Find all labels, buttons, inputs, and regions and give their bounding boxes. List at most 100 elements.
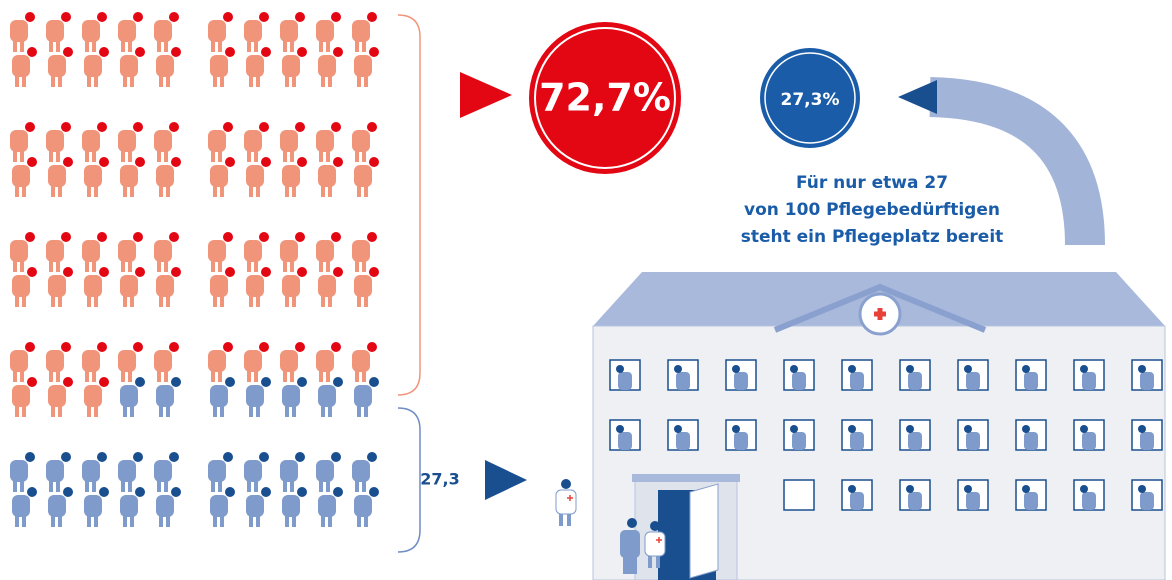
person (282, 487, 307, 527)
person (280, 12, 305, 52)
person-head (97, 452, 107, 462)
window-person (966, 372, 980, 390)
person-head (259, 12, 269, 22)
person-head (297, 47, 307, 57)
person-head (171, 377, 181, 387)
person (12, 377, 37, 417)
person (354, 487, 379, 527)
person (12, 157, 37, 197)
person-head (295, 342, 305, 352)
person-head (297, 487, 307, 497)
person-head (61, 232, 71, 242)
person-body (154, 240, 172, 262)
person-body (118, 460, 136, 482)
person-body (318, 495, 336, 517)
person-head (261, 377, 271, 387)
person (352, 342, 377, 382)
person (244, 232, 269, 272)
person-body (46, 20, 64, 42)
person (46, 452, 71, 492)
person-head (61, 342, 71, 352)
window-person (618, 432, 632, 450)
person-body (46, 350, 64, 372)
patient-body (620, 530, 640, 558)
person (282, 157, 307, 197)
person-head (333, 267, 343, 277)
person-head (99, 157, 109, 167)
window-person (734, 432, 748, 450)
person (156, 47, 181, 87)
person (82, 232, 107, 272)
person-body (120, 55, 138, 77)
person-body (316, 460, 334, 482)
caption-line: von 100 Pflegebedürftigen (744, 200, 1000, 220)
person-head (135, 267, 145, 277)
person (82, 452, 107, 492)
person-body (154, 20, 172, 42)
person-head (331, 232, 341, 242)
person (84, 47, 109, 87)
window-head (1138, 425, 1146, 433)
window-head (674, 425, 682, 433)
person-head (169, 232, 179, 242)
person-body (156, 275, 174, 297)
window-person (1082, 372, 1096, 390)
person-head (61, 122, 71, 132)
window-person (850, 372, 864, 390)
hospital (593, 272, 1165, 580)
window-person (618, 372, 632, 390)
person (280, 232, 305, 272)
person (316, 232, 341, 272)
person-body (48, 495, 66, 517)
person (208, 342, 233, 382)
person-head (297, 377, 307, 387)
person-body (208, 240, 226, 262)
person-head (133, 12, 143, 22)
person-body (84, 495, 102, 517)
person-head (63, 157, 73, 167)
person-head (135, 157, 145, 167)
person (210, 487, 235, 527)
person (246, 47, 271, 87)
person (210, 157, 235, 197)
person-body (12, 385, 30, 407)
person-body (10, 350, 28, 372)
person-body (354, 275, 372, 297)
person (46, 342, 71, 382)
person-body (154, 350, 172, 372)
person-head (25, 342, 35, 352)
window-person (908, 492, 922, 510)
person (12, 47, 37, 87)
person-body (352, 350, 370, 372)
window-head (906, 365, 914, 373)
person-body (48, 275, 66, 297)
window-person (1082, 432, 1096, 450)
person-body (46, 240, 64, 262)
person-head (99, 487, 109, 497)
person-body (82, 350, 100, 372)
person (154, 452, 179, 492)
person (244, 452, 269, 492)
person-head (367, 12, 377, 22)
person-body (354, 495, 372, 517)
person-body (282, 495, 300, 517)
window-head (1022, 485, 1030, 493)
window-head (732, 365, 740, 373)
person (280, 122, 305, 162)
infographic: 27,3 72,7% 27,3% Für nur etwa 27 von 100… (0, 0, 1172, 580)
person-head (223, 122, 233, 132)
person-body (280, 20, 298, 42)
person (354, 377, 379, 417)
window-head (1022, 425, 1030, 433)
person-head (333, 487, 343, 497)
person-body (118, 350, 136, 372)
person-body (280, 460, 298, 482)
person (48, 47, 73, 87)
person-body (82, 130, 100, 152)
person (282, 377, 307, 417)
person (210, 377, 235, 417)
window-person (1024, 372, 1038, 390)
person-head (223, 342, 233, 352)
person-body (84, 275, 102, 297)
staff-coat (556, 490, 576, 514)
